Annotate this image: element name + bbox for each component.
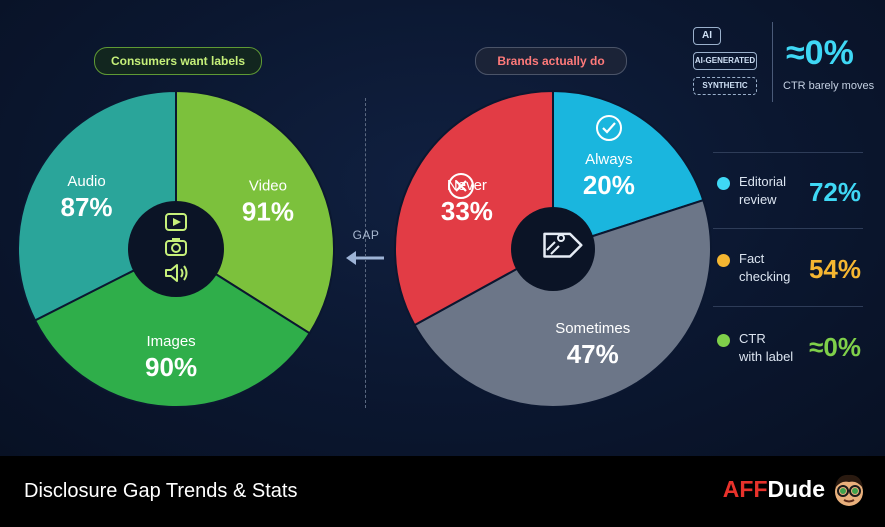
stat-label-line1: CTR (739, 331, 766, 346)
consumers-pie: Video 91% Images 90% Audio 87% (17, 89, 335, 408)
stat-value: 54% (808, 254, 861, 284)
ai-badge: AI (693, 27, 721, 45)
media-icons (165, 213, 188, 282)
infographic-area: Consumers want labels Brands actually do… (0, 0, 885, 456)
ctr-big-value: ≈0% (786, 34, 854, 72)
ctr-caption: CTR barely moves (783, 80, 875, 92)
pie-slice-never (394, 89, 554, 327)
consumers-pill: Consumers want labels (94, 47, 262, 75)
pie-center-hole (128, 201, 224, 297)
pie-category-label: Never (447, 177, 487, 194)
pie-slice-always (552, 89, 705, 251)
pie-value-label: 87% (61, 192, 113, 222)
ai-generated-badge: AI-GENERATED (693, 52, 757, 70)
x-icon (448, 173, 474, 199)
pie-category-label: Audio (67, 173, 105, 190)
play-icon (165, 213, 187, 231)
footer-bar: Disclosure Gap Trends & Stats AFFDude (0, 456, 885, 527)
stat-label-line2: review (739, 192, 777, 207)
stat-label-line2: checking (739, 269, 791, 284)
stat-row-ctr-label: CTR with label ≈0% (713, 310, 863, 380)
stat-label-line1: Fact (739, 251, 765, 266)
gap-label: GAP (352, 228, 380, 242)
check-icon (596, 115, 622, 141)
camera-icon (165, 238, 187, 256)
stat-divider (713, 152, 863, 153)
brands-pie: Always 20% Sometimes 47% Never 33% (394, 89, 712, 408)
stat-dot (717, 254, 730, 267)
pie-slice-sometimes (413, 198, 712, 408)
pie-value-label: 33% (441, 196, 493, 226)
tag-icon (543, 232, 583, 258)
pie-slice-images (33, 247, 312, 408)
pie-charts-svg: Video 91% Images 90% Audio 87% Always 20% Somet… (17, 89, 712, 408)
badge-separator (772, 22, 773, 102)
pie-center-hole (511, 207, 595, 291)
brands-pill: Brands actually do (475, 47, 627, 75)
gap-arrow-icon (346, 251, 384, 265)
stat-dot (717, 334, 730, 347)
pie-value-label: 47% (567, 339, 619, 369)
aff-dude-logo[interactable]: AFFDude (723, 476, 825, 503)
pie-category-label: Sometimes (555, 320, 630, 337)
stat-divider (713, 306, 863, 307)
dude-face-icon (835, 474, 863, 506)
pie-category-label: Always (585, 151, 633, 168)
footer-title: Disclosure Gap Trends & Stats (24, 480, 298, 502)
pie-value-label: 90% (145, 352, 197, 382)
pie-value-label: 20% (583, 170, 635, 200)
logo-dude: Dude (767, 476, 826, 502)
speaker-icon (165, 264, 188, 282)
pie-category-label: Video (249, 177, 287, 194)
stat-label-line2: with label (739, 349, 794, 364)
stat-label-line1: Editorial (739, 174, 786, 189)
stat-row-editorial: Editorial review 72% (713, 155, 863, 225)
stat-value: 72% (808, 177, 861, 207)
pie-value-label: 91% (242, 196, 294, 226)
stat-row-fact-checking: Fact checking 54% (713, 232, 863, 302)
gap-divider (365, 98, 366, 408)
stat-divider (713, 228, 863, 229)
stat-dot (717, 177, 730, 190)
stat-value: ≈0% (809, 332, 861, 362)
synthetic-badge: SYNTHETIC (693, 77, 757, 95)
pie-category-label: Images (146, 333, 195, 350)
logo-aff: AFF (722, 476, 768, 502)
